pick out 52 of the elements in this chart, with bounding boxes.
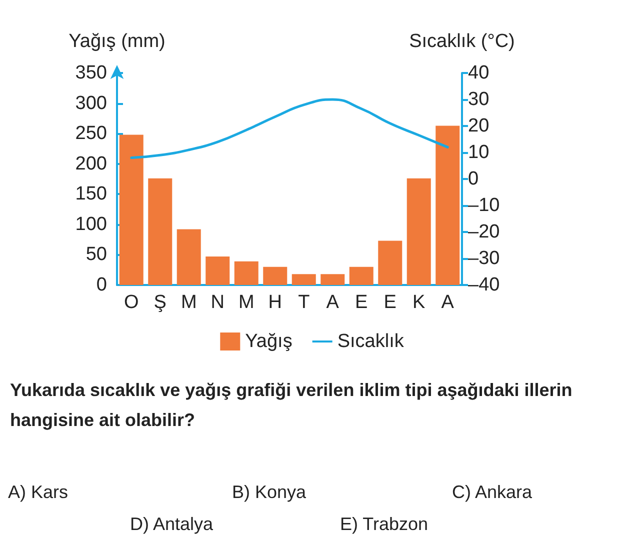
y2-axis-title: Sıcaklık (°C) (409, 31, 515, 52)
x-tick-label: O (124, 292, 139, 313)
bar (378, 240, 402, 285)
y-axis-title: Yağış (mm) (68, 31, 166, 52)
x-tick-label: N (210, 292, 224, 313)
y2-tick-label: –20 (468, 222, 500, 242)
legend-label: Sıcaklık (337, 331, 404, 352)
bar (320, 274, 345, 285)
x-tick-label: T (298, 292, 310, 313)
y2-tick-label: 30 (468, 89, 490, 110)
y-tick-label: 300 (75, 92, 107, 114)
x-tick-label: K (412, 292, 426, 313)
text: D) Antalya (130, 514, 214, 535)
bar (206, 256, 230, 285)
y-tick-label: 150 (75, 184, 107, 205)
y2-tick-label: –30 (468, 248, 500, 269)
line-series (130, 98, 449, 160)
x-tick-label: M (180, 292, 197, 313)
y2-tick-label: 0 (468, 168, 479, 190)
bar (436, 126, 460, 285)
bar (176, 229, 201, 285)
y-tick-label: 350 (75, 62, 107, 84)
legend-label: Yağış (245, 331, 292, 352)
x-tick-label: E (384, 292, 396, 313)
bar (349, 266, 374, 285)
text: E) Trabzon (340, 514, 428, 535)
bar (119, 134, 144, 285)
bar (234, 261, 258, 285)
y2-tick-label: 20 (468, 116, 490, 136)
y2-tick-label: –40 (468, 274, 500, 296)
x-tick-label: E (355, 292, 368, 313)
x-tick-label: H (268, 292, 282, 313)
bar (292, 274, 316, 285)
x-tick-label: Ş (154, 292, 166, 313)
y-tick-label: 0 (96, 274, 107, 296)
text: Yukarıda sıcaklık ve yağış grafiği verilen iklim tipi aşağıdaki illerin hangisine ait olabilir? (10, 379, 574, 432)
y-tick-label: 50 (86, 244, 107, 266)
bar (148, 178, 172, 285)
bar (263, 266, 288, 285)
text: B) Konya (232, 482, 306, 503)
x-tick-label: M (238, 292, 254, 313)
y2-tick-label: 10 (468, 142, 490, 163)
text: A) Kars (8, 482, 68, 503)
text: C) Ankara (452, 482, 532, 503)
y-tick-label: 250 (75, 123, 107, 144)
y2-tick-label: –10 (468, 195, 500, 216)
x-tick-label: A (441, 292, 454, 313)
y-tick-label: 200 (75, 153, 107, 174)
bar (406, 178, 431, 285)
y-tick-label: 100 (75, 214, 107, 235)
y2-tick-label: 40 (468, 62, 490, 84)
x-tick-label: A (326, 292, 340, 313)
